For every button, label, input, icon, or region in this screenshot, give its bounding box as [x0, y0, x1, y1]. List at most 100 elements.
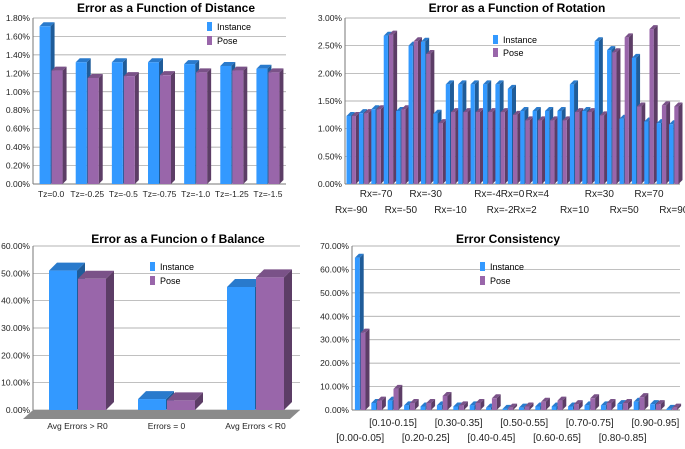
bar-front — [376, 109, 381, 184]
legend: Instance Pose — [150, 262, 194, 286]
bar-top — [459, 401, 468, 406]
y-tick-label: 20.00% — [1, 350, 30, 360]
legend-swatch-instance — [493, 35, 498, 44]
bar-top — [470, 80, 479, 85]
bar-top — [184, 60, 200, 65]
bar-side — [566, 116, 571, 184]
bar-side — [447, 391, 452, 410]
bar-top — [491, 394, 501, 399]
y-tick-label: 1.00% — [6, 87, 31, 97]
bar-front — [371, 109, 376, 184]
bar-front — [612, 52, 617, 184]
bar-top — [482, 80, 492, 85]
bar-pose-7 — [438, 119, 447, 184]
bar-side — [442, 119, 447, 184]
bar-side — [380, 105, 385, 184]
bar-front — [502, 408, 508, 410]
bar-top — [111, 58, 127, 63]
bar-side — [578, 400, 583, 410]
legend-label-instance: Instance — [217, 22, 251, 32]
legend: Instance Pose — [480, 262, 524, 286]
bar-side — [529, 116, 534, 184]
bar-front — [656, 123, 661, 184]
bar-top — [458, 80, 467, 85]
bar-top — [138, 391, 174, 400]
x-tick-label: Rx=4 — [526, 189, 550, 200]
x-tick-label: Rx=0 — [501, 189, 525, 200]
bar-top — [639, 393, 649, 398]
bar-top — [371, 105, 380, 110]
bar-front — [256, 277, 284, 410]
bar-top — [623, 398, 632, 403]
bar-pose-2 — [393, 384, 403, 410]
bar-front — [535, 406, 541, 410]
chart-title: Error Consistency — [456, 232, 560, 246]
bar-top — [612, 48, 621, 53]
legend: Instance Pose — [493, 35, 537, 58]
y-tick-label: 0.50% — [318, 151, 343, 161]
bar-pose-14 — [590, 394, 600, 410]
bar-pose-24 — [649, 25, 658, 185]
y-tick-label: 40.00% — [1, 296, 30, 306]
bar-top — [396, 106, 405, 111]
bar-pose-0 — [351, 111, 360, 184]
bar-top — [541, 397, 550, 402]
bar-front — [393, 388, 399, 410]
x-tick-label: [0.00-0.05] — [336, 433, 384, 444]
bar-pose-1 — [87, 73, 103, 184]
bar-front — [644, 121, 649, 184]
bar-front — [401, 109, 406, 184]
y-tick-label: 1.50% — [318, 96, 343, 106]
y-tick-label: 0.20% — [6, 161, 31, 171]
bar-side — [666, 101, 671, 184]
bar-pose-11 — [541, 397, 550, 410]
bar-side — [542, 116, 547, 184]
x-tick-label: Rx=10 — [560, 205, 590, 216]
x-tick-label: Tz=-1.5 — [253, 189, 282, 199]
x-tick-label: [0.20-0.25] — [402, 433, 450, 444]
x-tick-label: [0.90-0.95] — [631, 418, 679, 429]
bar-front — [507, 88, 512, 184]
bar-top — [617, 400, 627, 405]
bar-front — [438, 123, 443, 184]
bar-front — [568, 406, 573, 410]
bar-front — [442, 395, 448, 410]
bar-top — [268, 68, 284, 73]
bar-side — [517, 110, 522, 184]
bar-side — [106, 270, 114, 410]
bar-side — [62, 66, 67, 184]
bar-front — [532, 110, 537, 184]
y-tick-label: 0.60% — [6, 124, 31, 134]
legend-swatch-pose — [150, 276, 155, 285]
bar-top — [123, 72, 139, 77]
y-tick-label: 0.00% — [6, 405, 31, 415]
bar-front — [587, 112, 592, 184]
legend-label-pose: Pose — [217, 36, 238, 46]
x-tick-label: Rx=-30 — [409, 189, 442, 200]
y-tick-label: 3.00% — [318, 13, 343, 23]
bar-top — [606, 398, 616, 403]
bar-side — [431, 398, 436, 410]
bar-pose-10 — [475, 108, 484, 184]
bar-pose-18 — [575, 108, 584, 184]
bar-top — [650, 400, 659, 405]
x-tick-label: Rx=90 — [659, 205, 685, 216]
bar-front — [78, 278, 106, 410]
bar-top — [575, 108, 584, 113]
bar-front — [491, 398, 497, 410]
bar-top — [463, 108, 472, 113]
x-tick-label: Rx=-10 — [434, 205, 467, 216]
bar-side — [467, 108, 472, 184]
y-tick-label: 50.00% — [320, 288, 349, 298]
bar-side — [562, 396, 567, 410]
y-tick-label: 40.00% — [320, 311, 349, 321]
bar-pose-8 — [450, 108, 460, 184]
bar-front — [607, 50, 612, 184]
x-tick-label: Tz=-0.25 — [70, 189, 104, 199]
bar-top — [607, 46, 616, 51]
bar-top — [445, 80, 454, 85]
y-tick-label: 0.00% — [325, 405, 350, 415]
legend-label-pose: Pose — [160, 276, 181, 286]
bar-front — [500, 112, 505, 184]
bar-front — [524, 406, 530, 410]
